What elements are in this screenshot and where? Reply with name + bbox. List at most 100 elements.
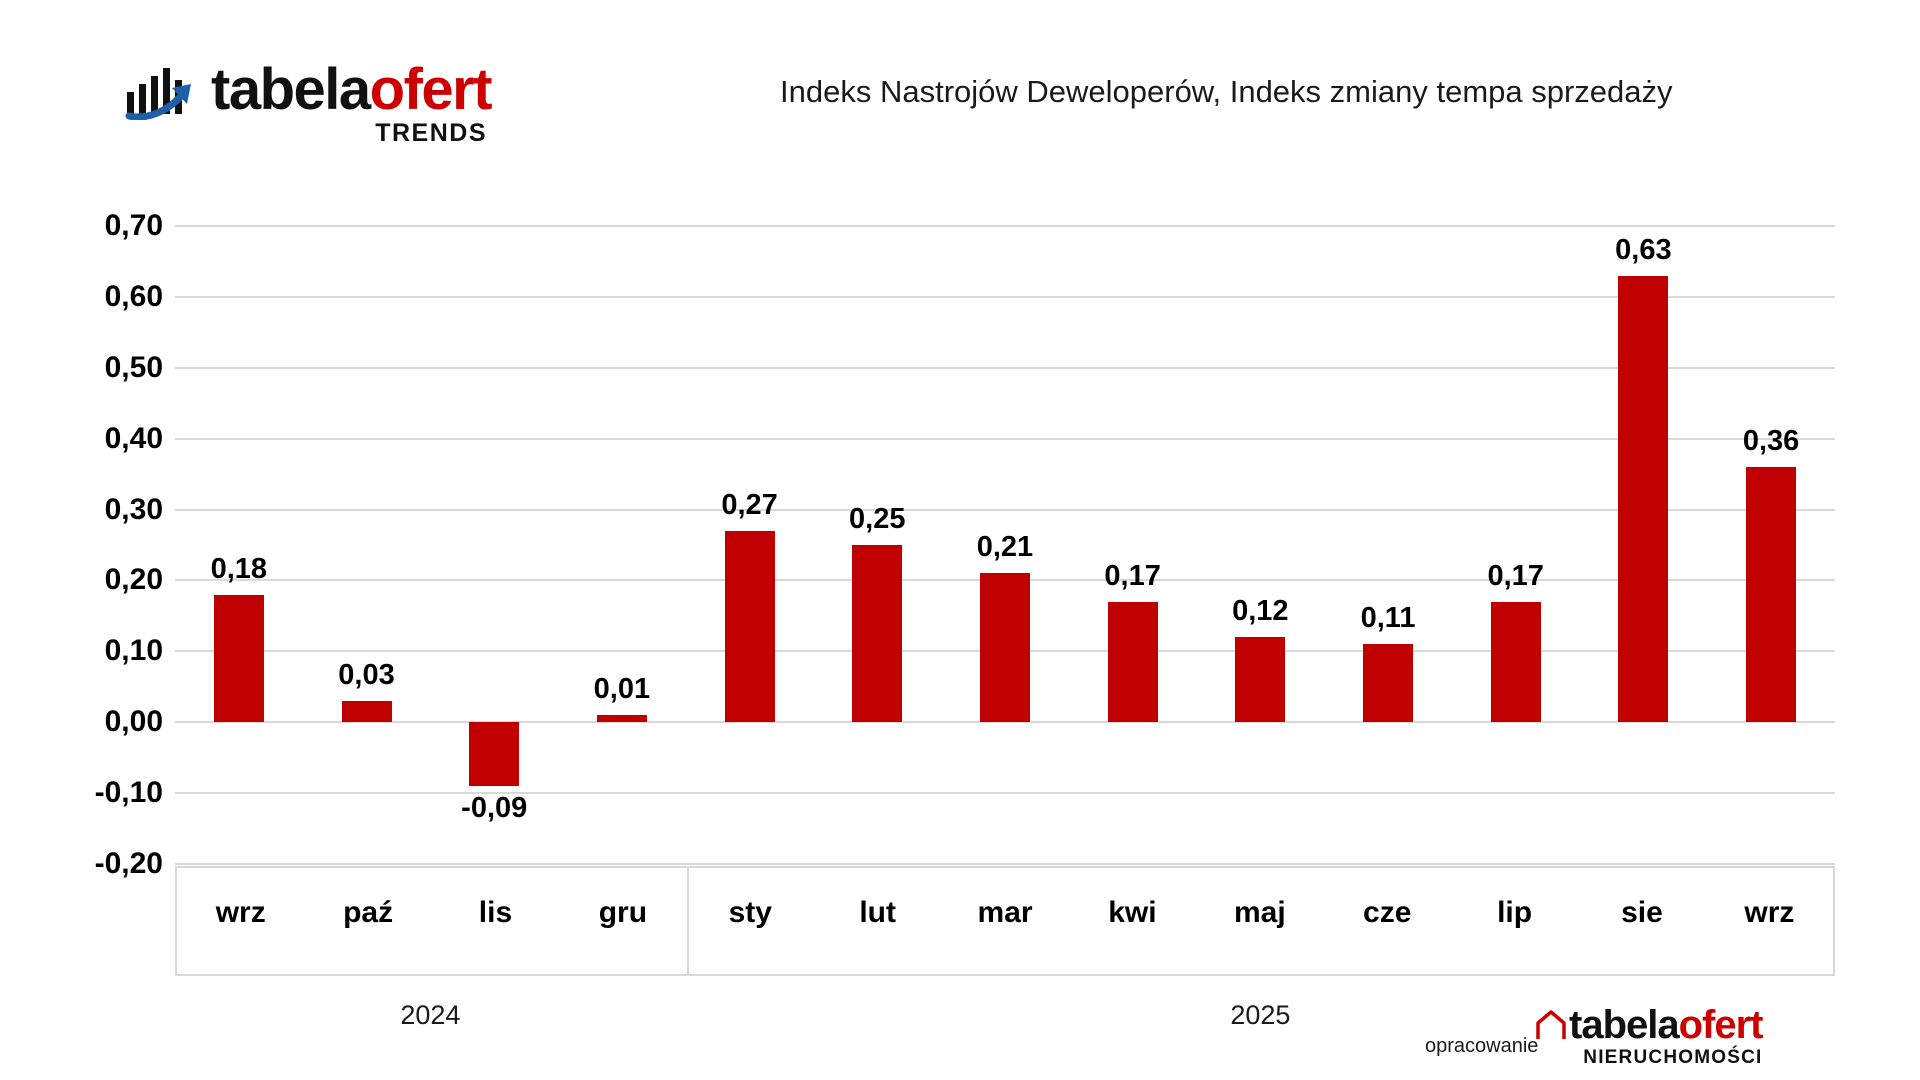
bar-value-label: 0,36 bbox=[1742, 425, 1800, 458]
brand-logo-subtitle: TRENDS bbox=[375, 119, 488, 148]
y-axis-tick-label: 0,40 bbox=[104, 421, 163, 455]
x-axis-category-label: cze bbox=[1363, 896, 1412, 929]
bar-value-label: -0,09 bbox=[461, 792, 528, 825]
y-axis-tick-label: 0,10 bbox=[104, 634, 163, 668]
bar-value-label: 0,21 bbox=[976, 531, 1034, 564]
gridline bbox=[175, 225, 1835, 227]
bar-value-label: 0,27 bbox=[721, 488, 778, 521]
bar-chart-arrow-icon bbox=[125, 68, 191, 120]
bar[interactable] bbox=[979, 573, 1030, 723]
bar-item[interactable]: 0,21 bbox=[941, 226, 1069, 864]
x-axis-category-label: paź bbox=[343, 896, 394, 929]
footer-logo-subtitle: NIERUCHOMOŚCI bbox=[1583, 1047, 1763, 1068]
x-axis-category: wrz bbox=[177, 868, 304, 974]
gridline bbox=[175, 721, 1835, 724]
x-axis-category-label: mar bbox=[977, 896, 1033, 929]
plot-area: 0,70 0,60 0,50 0,40 0,30 0,20 0,10 0,00 -0,10 -0,… bbox=[95, 209, 1835, 880]
bar-value-label: 0,25 bbox=[849, 503, 906, 535]
bar-item[interactable]: 0,03 bbox=[303, 226, 431, 864]
bar-value-label: 0,63 bbox=[1615, 233, 1672, 266]
bar-item[interactable]: 0,01 bbox=[558, 226, 686, 864]
bar-item[interactable]: 0,63 bbox=[1580, 226, 1708, 864]
bar-value-label: 0,17 bbox=[1487, 559, 1544, 592]
y-axis-tick-label: 0,60 bbox=[104, 279, 163, 313]
bar-value-label: 0,03 bbox=[338, 658, 395, 691]
bar[interactable] bbox=[1107, 601, 1158, 723]
brand-logo-black: tabela bbox=[211, 57, 371, 122]
bar[interactable] bbox=[341, 700, 392, 723]
bar-item[interactable]: 0,12 bbox=[1197, 226, 1325, 864]
y-axis-tick-label: -0,20 bbox=[94, 847, 163, 880]
x-axis-category-label: wrz bbox=[1744, 896, 1795, 929]
x-axis-category: lip bbox=[1451, 868, 1578, 974]
x-axis-category-label: wrz bbox=[215, 896, 266, 929]
period-label: 2025 bbox=[1230, 1000, 1291, 1030]
x-axis-category-label: lis bbox=[478, 896, 513, 929]
bar[interactable] bbox=[213, 594, 264, 723]
brand-logo-bottom: tabelaofert NIERUCHOMOŚCI bbox=[1535, 1005, 1763, 1069]
bar-item[interactable]: 0,36 bbox=[1707, 226, 1835, 864]
bar-item[interactable]: -0,09 bbox=[430, 226, 558, 864]
gridline bbox=[175, 437, 1835, 440]
x-axis-category-label: gru bbox=[598, 896, 648, 929]
bar[interactable] bbox=[469, 722, 520, 787]
gridline bbox=[175, 863, 1835, 865]
chart-title: Indeks Nastrojów Deweloperów, Indeks zmi… bbox=[780, 74, 1673, 109]
x-axis-category-label: sie bbox=[1621, 896, 1663, 929]
bar-item[interactable]: 0,17 bbox=[1069, 226, 1197, 864]
x-axis-category: maj bbox=[1196, 868, 1323, 974]
bar-value-label: 0,18 bbox=[210, 552, 268, 585]
gridline bbox=[175, 295, 1835, 298]
bar[interactable] bbox=[1363, 644, 1414, 723]
x-axis-category-label: lip bbox=[1497, 896, 1533, 929]
bar-value-label: 0,12 bbox=[1232, 595, 1289, 628]
y-axis-tick-label: 0,50 bbox=[104, 350, 163, 384]
gridline bbox=[175, 792, 1835, 795]
x-axis-category: lis bbox=[432, 868, 559, 974]
y-axis-tick-label: 0,20 bbox=[104, 563, 163, 597]
bar-item[interactable]: 0,18 bbox=[175, 226, 303, 864]
footer-logo-black: tabela bbox=[1569, 1003, 1680, 1047]
x-axis-category: mar bbox=[941, 868, 1068, 974]
x-axis-category-label: maj bbox=[1233, 896, 1286, 929]
x-axis-category-label: kwi bbox=[1108, 896, 1157, 929]
y-axis-tick-label: 0,30 bbox=[104, 492, 163, 526]
x-axis-category: lut bbox=[814, 868, 941, 974]
bar[interactable] bbox=[1746, 467, 1797, 723]
y-axis-tick-label: -0,10 bbox=[94, 776, 163, 810]
bar-item[interactable]: 0,25 bbox=[813, 226, 941, 864]
x-axis-category-label: lut bbox=[859, 896, 896, 929]
bar-value-label: 0,01 bbox=[593, 673, 651, 706]
brand-logo-wordmark: tabelaofert bbox=[211, 61, 493, 119]
bar-item[interactable]: 0,27 bbox=[686, 226, 814, 864]
x-axis-category: wrz bbox=[1706, 868, 1833, 974]
y-axis-tick-label: 0,00 bbox=[104, 705, 163, 739]
credit-label: opracowanie bbox=[1425, 1035, 1539, 1057]
bar-value-label: 0,17 bbox=[1104, 559, 1161, 592]
bar-item[interactable]: 0,17 bbox=[1452, 226, 1580, 864]
x-axis-category-box: wrz paź lis gru sty lut mar kwi maj cze lip sie wrz bbox=[175, 866, 1835, 976]
x-axis-category: cze bbox=[1324, 868, 1451, 974]
bar[interactable] bbox=[596, 715, 647, 723]
x-axis-category: paź bbox=[304, 868, 431, 974]
bar-value-label: 0,11 bbox=[1360, 602, 1416, 635]
bar[interactable] bbox=[1235, 637, 1286, 723]
period-label: 2024 bbox=[400, 1000, 461, 1030]
bar[interactable] bbox=[724, 530, 775, 723]
brand-logo-top: tabelaofert TRENDS bbox=[125, 61, 493, 148]
gridline bbox=[175, 508, 1835, 511]
bar[interactable] bbox=[1490, 601, 1541, 723]
y-axis-tick-label: 0,70 bbox=[104, 209, 163, 242]
x-axis-category: kwi bbox=[1069, 868, 1196, 974]
brand-logo-red: ofert bbox=[369, 57, 493, 122]
bar[interactable] bbox=[852, 545, 903, 723]
gridline bbox=[175, 366, 1835, 369]
x-axis-category: gru bbox=[559, 868, 686, 974]
bar-series: 0,18 0,03 -0,09 0,01 0,27 0,25 0,21 0,17 0,12 0,1… bbox=[175, 226, 1835, 864]
period-divider bbox=[686, 868, 689, 974]
x-axis-category: sty bbox=[687, 868, 814, 974]
house-icon bbox=[1536, 1010, 1566, 1039]
bar[interactable] bbox=[1618, 275, 1669, 723]
bar-item[interactable]: 0,11 bbox=[1324, 226, 1452, 864]
